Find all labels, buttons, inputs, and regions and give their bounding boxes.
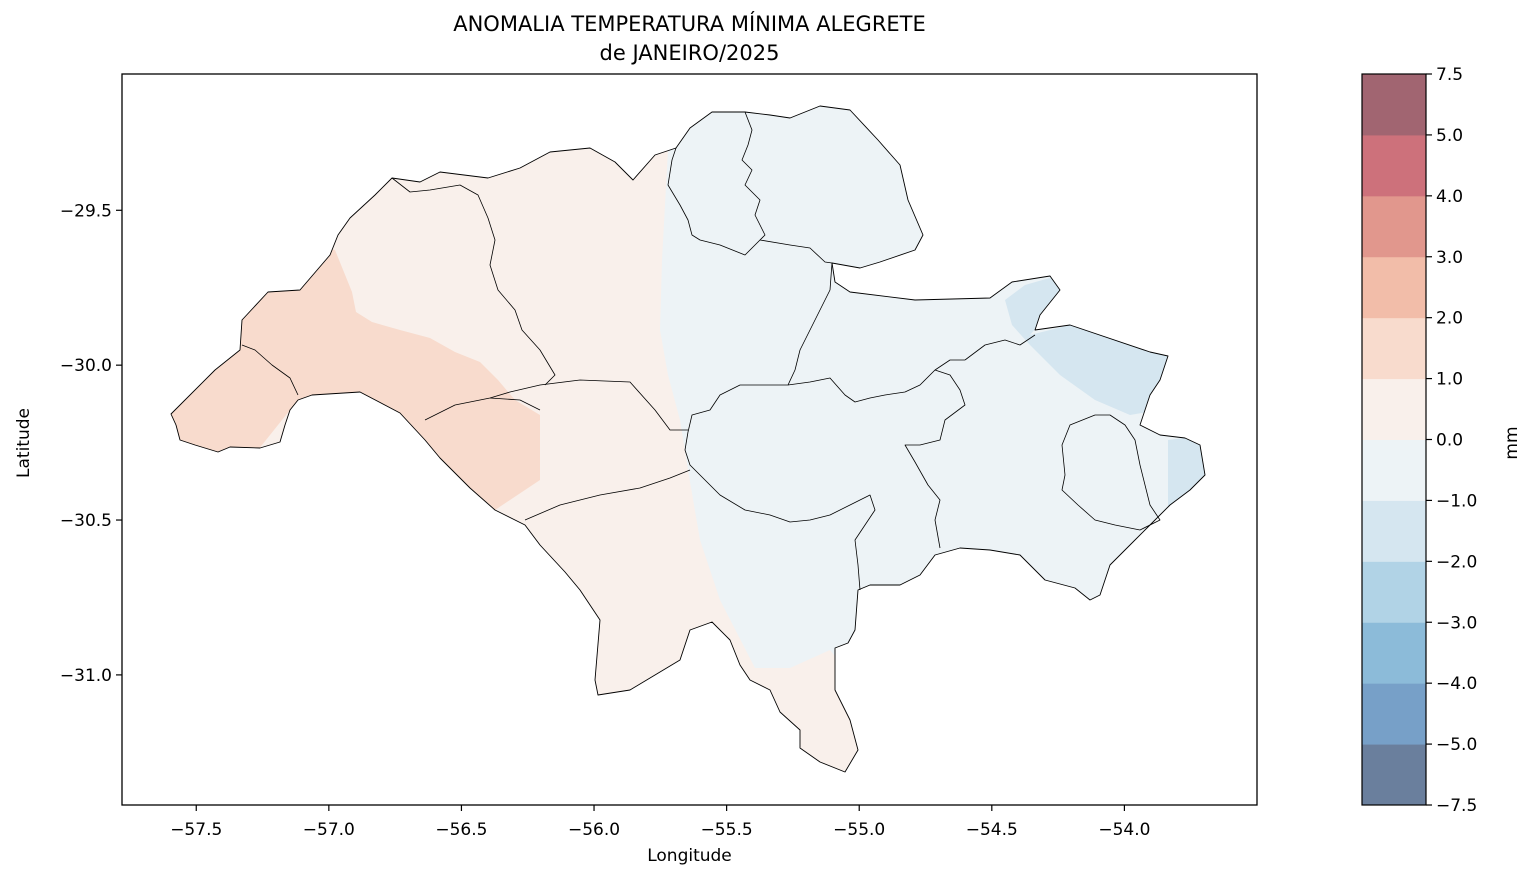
colorbar-bin: [1362, 378, 1426, 440]
border-center-3: [524, 469, 691, 521]
colorbar-bin: [1362, 683, 1426, 745]
colorbar-tick-label: −7.5: [1436, 796, 1477, 816]
x-tick-label: −54.0: [1098, 820, 1150, 840]
colorbar-bin: [1362, 561, 1426, 623]
colorbar-tick-label: 5.0: [1436, 126, 1463, 146]
colorbar-bin: [1362, 74, 1426, 136]
x-tick-label: −57.5: [170, 820, 222, 840]
colorbar-bin: [1362, 744, 1426, 806]
y-axis-label: Latitude: [14, 408, 34, 478]
border-east-1: [787, 369, 966, 549]
colorbar-tick-label: −2.0: [1436, 552, 1477, 572]
colorbar-tick-label: 3.0: [1436, 248, 1463, 268]
colorbar-tick-label: −1.0: [1436, 491, 1477, 511]
x-tick-label: −56.5: [435, 820, 487, 840]
x-tick-label: −57.0: [303, 820, 355, 840]
y-tick-label: −30.0: [60, 356, 112, 376]
colorbar-tick-label: −3.0: [1436, 613, 1477, 633]
border-west-2: [391, 177, 556, 386]
colorbar-tick-label: −5.0: [1436, 735, 1477, 755]
y-tick-label: −30.5: [60, 511, 112, 531]
y-axis-ticks: −29.5 −30.0 −30.5 −31.0: [60, 201, 122, 686]
colorbar-tick-label: 1.0: [1436, 370, 1463, 390]
colorbar-bin: [1362, 317, 1426, 380]
colorbar-tick-label: 4.0: [1436, 187, 1463, 207]
colorbar-bin: [1362, 134, 1426, 197]
border-center-2: [489, 397, 541, 411]
colorbar: −7.5 −5.0 −4.0 −3.0 −2.0 −1.0 0.0 1.0 2.0 3.0 4.0 5…: [1361, 65, 1477, 816]
x-axis-label: Longitude: [647, 846, 732, 866]
municipality-borders: [241, 111, 1161, 591]
colorbar-label: mm: [1502, 426, 1522, 460]
border-north-2: [741, 111, 766, 241]
y-tick-label: −29.5: [60, 201, 112, 221]
border-center-1: [424, 379, 688, 431]
zone-east-edge-minus2-to-minus1: [1168, 436, 1205, 510]
border-north-1: [667, 147, 833, 264]
border-central-east-2: [684, 431, 876, 591]
border-east-2: [964, 334, 1036, 361]
border-east-enclave: [1061, 414, 1161, 531]
map-title-line-2: de JANEIRO/2025: [599, 41, 780, 65]
border-west-1: [241, 344, 299, 396]
map-title-line-1: ANOMALIA TEMPERATURA MÍNIMA ALEGRETE: [453, 12, 926, 36]
colorbar-bin: [1362, 195, 1426, 258]
x-tick-label: −56.0: [568, 820, 620, 840]
border-east-3: [934, 359, 965, 371]
x-axis-ticks: −57.5 −57.0 −56.5 −56.0 −55.5 −55.0 −54.5 −54.0: [170, 805, 1150, 840]
x-tick-label: −54.5: [966, 820, 1018, 840]
colorbar-tick-label: 7.5: [1436, 65, 1463, 85]
region-outline: [170, 105, 1206, 773]
x-tick-label: −55.5: [701, 820, 753, 840]
colorbar-bin: [1362, 622, 1426, 684]
x-tick-label: −55.0: [833, 820, 885, 840]
colorbar-bin: [1362, 256, 1426, 319]
colorbar-bin: [1362, 439, 1426, 501]
y-tick-label: −31.0: [60, 666, 112, 686]
colorbar-tick-label: 0.0: [1436, 431, 1463, 451]
colorbar-tick-label: 2.0: [1436, 309, 1463, 329]
colorbar-tick-label: −4.0: [1436, 674, 1477, 694]
colorbar-bin: [1362, 500, 1426, 562]
